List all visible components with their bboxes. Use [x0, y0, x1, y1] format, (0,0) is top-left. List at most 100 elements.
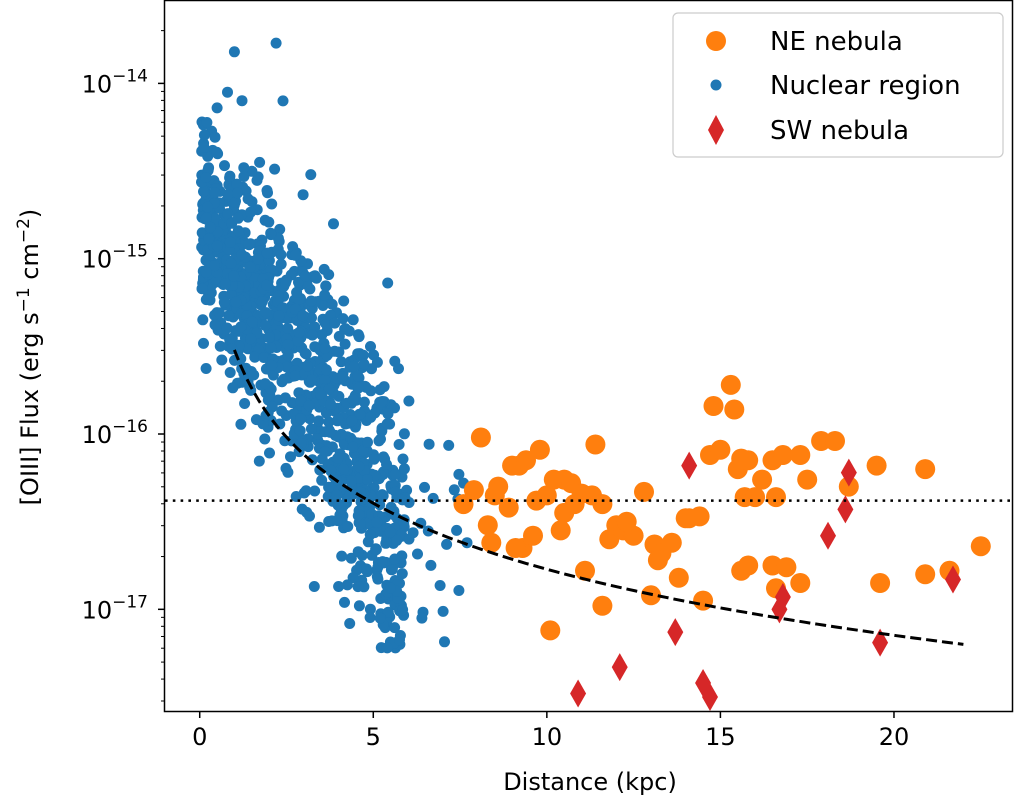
- nuclear-region-point: [332, 452, 344, 464]
- nuclear-region-point: [224, 170, 236, 182]
- nuclear-region-point: [318, 263, 330, 275]
- nuclear-region-point: [264, 447, 275, 459]
- nuclear-region-point: [198, 186, 209, 198]
- nuclear-region-point: [346, 475, 357, 487]
- sw-nebula-point: [701, 682, 718, 711]
- nuclear-region-point: [265, 227, 277, 239]
- nuclear-region-point: [225, 257, 237, 269]
- nuclear-region-point: [289, 370, 301, 382]
- nuclear-region-point: [224, 236, 236, 248]
- nuclear-region-point: [354, 518, 366, 530]
- nuclear-region-point: [320, 318, 332, 330]
- nuclear-region-point: [389, 622, 401, 634]
- nuclear-region-point: [364, 612, 376, 623]
- nuclear-region-point: [416, 612, 428, 624]
- nuclear-region-point: [261, 247, 273, 259]
- nuclear-region-point: [211, 240, 223, 252]
- nuclear-region-point: [358, 358, 370, 370]
- y-axis-label-exp2: −2: [14, 218, 34, 243]
- nuclear-region-point: [384, 526, 396, 538]
- nuclear-region-point: [333, 330, 345, 342]
- ne-nebula-point: [915, 459, 936, 480]
- ne-nebula-point: [693, 590, 714, 611]
- x-tick-label: 15: [705, 723, 736, 751]
- nuclear-region-point: [224, 334, 236, 346]
- nuclear-region-point: [403, 395, 415, 407]
- nuclear-region-point: [256, 296, 268, 307]
- legend: NE nebula Nuclear region SW nebula: [672, 12, 1004, 158]
- ne-nebula-point: [710, 439, 731, 460]
- nuclear-region-point: [222, 208, 234, 220]
- nuclear-region-point: [305, 169, 317, 181]
- nuclear-region-point: [338, 463, 350, 475]
- nuclear-region-point: [211, 146, 223, 158]
- nuclear-region-point: [374, 612, 386, 624]
- nuclear-region-point: [306, 329, 318, 341]
- sw-nebula-point: [681, 451, 698, 480]
- nuclear-region-point: [280, 277, 291, 289]
- nuclear-region-point: [236, 95, 248, 107]
- nuclear-region-point: [200, 294, 212, 306]
- ne-nebula-point: [477, 515, 498, 536]
- legend-marker-ne-nebula: [706, 31, 726, 51]
- ne-nebula-point: [463, 480, 484, 501]
- nuclear-region-point: [229, 197, 241, 208]
- nuclear-region-point: [277, 302, 289, 314]
- ne-nebula-point: [481, 532, 502, 553]
- nuclear-region-point: [211, 102, 223, 114]
- nuclear-region-point: [263, 332, 275, 344]
- nuclear-region-point: [425, 559, 437, 571]
- nuclear-region-point: [259, 319, 271, 331]
- nuclear-region-point: [292, 335, 304, 347]
- y-tick-base: 10: [82, 246, 113, 274]
- legend-marker-nuclear-region: [710, 79, 722, 91]
- sw-nebula-point: [837, 495, 854, 524]
- nuclear-region-point: [228, 270, 240, 282]
- nuclear-region-point: [376, 396, 388, 407]
- x-tick-label: 20: [879, 723, 910, 751]
- nuclear-region-point: [235, 321, 247, 333]
- nuclear-region-point: [382, 606, 394, 618]
- nuclear-region-point: [282, 322, 294, 334]
- nuclear-region-point: [253, 455, 265, 467]
- nuclear-region-point: [390, 486, 402, 498]
- nuclear-region-point: [344, 488, 356, 500]
- plot-content: [165, 37, 1012, 711]
- nuclear-region-point: [397, 494, 408, 506]
- nuclear-region-point: [198, 141, 210, 153]
- ne-nebula-point: [970, 536, 991, 557]
- nuclear-region-point: [352, 370, 364, 382]
- nuclear-region-point: [230, 296, 242, 308]
- nuclear-region-point: [227, 382, 239, 394]
- ne-nebula-point: [825, 431, 845, 451]
- nuclear-region-point: [258, 352, 270, 363]
- legend-label-sw-nebula: SW nebula: [770, 116, 909, 146]
- ne-nebula-point: [470, 427, 491, 448]
- nuclear-region-point: [197, 314, 209, 326]
- nuclear-region-point: [380, 537, 392, 549]
- nuclear-region-point: [385, 582, 396, 594]
- nuclear-region-point: [285, 451, 296, 463]
- nuclear-region-point: [239, 398, 251, 409]
- ne-nebula-point: [866, 455, 887, 476]
- nuclear-region-point: [381, 418, 393, 430]
- sw-nebula-point: [774, 583, 791, 612]
- nuclear-region-point: [451, 524, 463, 536]
- nuclear-region-point: [319, 446, 331, 458]
- nuclear-region-point: [231, 187, 243, 199]
- nuclear-region-point: [461, 537, 473, 549]
- nuclear-region-point: [371, 516, 383, 528]
- nuclear-region-point: [303, 400, 315, 412]
- nuclear-region-point: [389, 553, 401, 565]
- nuclear-region-point: [223, 310, 235, 322]
- nuclear-region-point: [314, 388, 326, 400]
- sw-nebula-point: [611, 653, 628, 682]
- nuclear-region-point: [319, 374, 331, 386]
- nuclear-region-point: [358, 396, 370, 408]
- nuclear-region-point: [306, 312, 317, 324]
- nuclear-region-point: [335, 356, 347, 368]
- nuclear-region-point: [214, 340, 226, 352]
- ne-nebula-point: [516, 450, 536, 471]
- nuclear-region-point: [397, 453, 409, 465]
- ne-nebula-point: [838, 476, 859, 497]
